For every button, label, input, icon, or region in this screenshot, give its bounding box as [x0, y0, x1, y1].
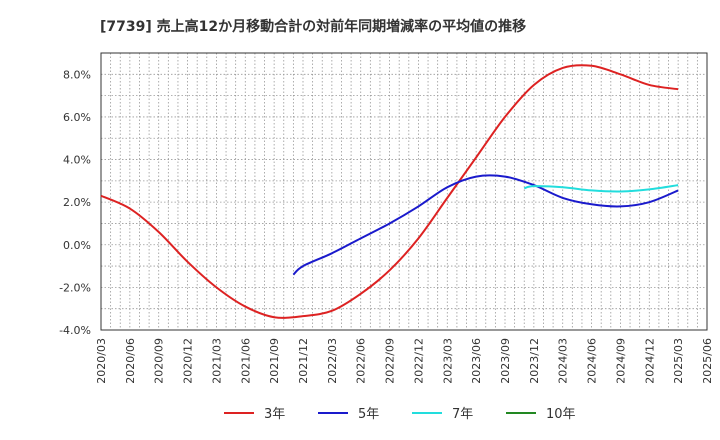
x-tick-label: 2025/06 — [701, 338, 714, 384]
x-tick-label: 2024/06 — [586, 338, 599, 384]
legend-label-10年: 10年 — [546, 407, 576, 422]
x-tick-label: 2021/03 — [210, 338, 223, 384]
x-tick-label: 2021/06 — [239, 338, 252, 384]
plot-frame — [100, 52, 708, 331]
series-line-3年 — [100, 64, 679, 319]
y-tick-label: 8.0% — [63, 68, 91, 81]
x-tick-labels: 2020/03 2020/06 2020/09 2020/12 2021/03 2021/… — [95, 338, 714, 384]
x-tick-label: 2022/12 — [412, 338, 425, 384]
x-tick-label: 2025/03 — [672, 338, 685, 384]
x-tick-label: 2023/12 — [528, 338, 541, 384]
x-tick-label: 2022/06 — [355, 338, 368, 384]
x-tick-label: 2021/09 — [268, 338, 281, 384]
chart-title: [7739] 売上高12か月移動合計の対前年同期増減率の平均値の推移 — [100, 18, 526, 35]
y-tick-label: 0.0% — [63, 239, 91, 252]
legend-label-3年: 3年 — [264, 407, 285, 422]
x-tick-label: 2021/12 — [297, 338, 310, 384]
x-tick-label: 2020/09 — [153, 338, 166, 384]
x-tick-label: 2023/03 — [441, 338, 454, 384]
legend-label-7年: 7年 — [452, 407, 473, 422]
axes — [100, 52, 708, 331]
y-tick-label: 2.0% — [63, 196, 91, 209]
legend-label-5年: 5年 — [358, 407, 379, 422]
series-lines — [100, 64, 679, 319]
x-tick-label: 2020/06 — [124, 338, 137, 384]
y-tick-label: -2.0% — [59, 281, 91, 294]
y-tick-label: -4.0% — [59, 324, 91, 337]
x-tick-label: 2023/06 — [470, 338, 483, 384]
legend: 3年 5年 7年 10年 — [224, 407, 576, 422]
y-tick-label: 4.0% — [63, 154, 91, 167]
series-line-7年 — [523, 184, 679, 193]
x-tick-label: 2024/03 — [557, 338, 570, 384]
y-tick-label: 6.0% — [63, 111, 91, 124]
y-tick-labels: -4.0% -2.0% 0.0% 2.0% 4.0% 6.0% 8.0% — [59, 68, 91, 337]
x-tick-label: 2024/12 — [643, 338, 656, 384]
x-tick-label: 2020/12 — [182, 338, 195, 384]
x-tick-label: 2022/09 — [384, 338, 397, 384]
x-tick-label: 2024/09 — [614, 338, 627, 384]
x-tick-label: 2022/03 — [326, 338, 339, 384]
x-tick-label: 2023/09 — [499, 338, 512, 384]
series-line-5年 — [292, 174, 679, 276]
x-tick-label: 2020/03 — [95, 338, 108, 384]
